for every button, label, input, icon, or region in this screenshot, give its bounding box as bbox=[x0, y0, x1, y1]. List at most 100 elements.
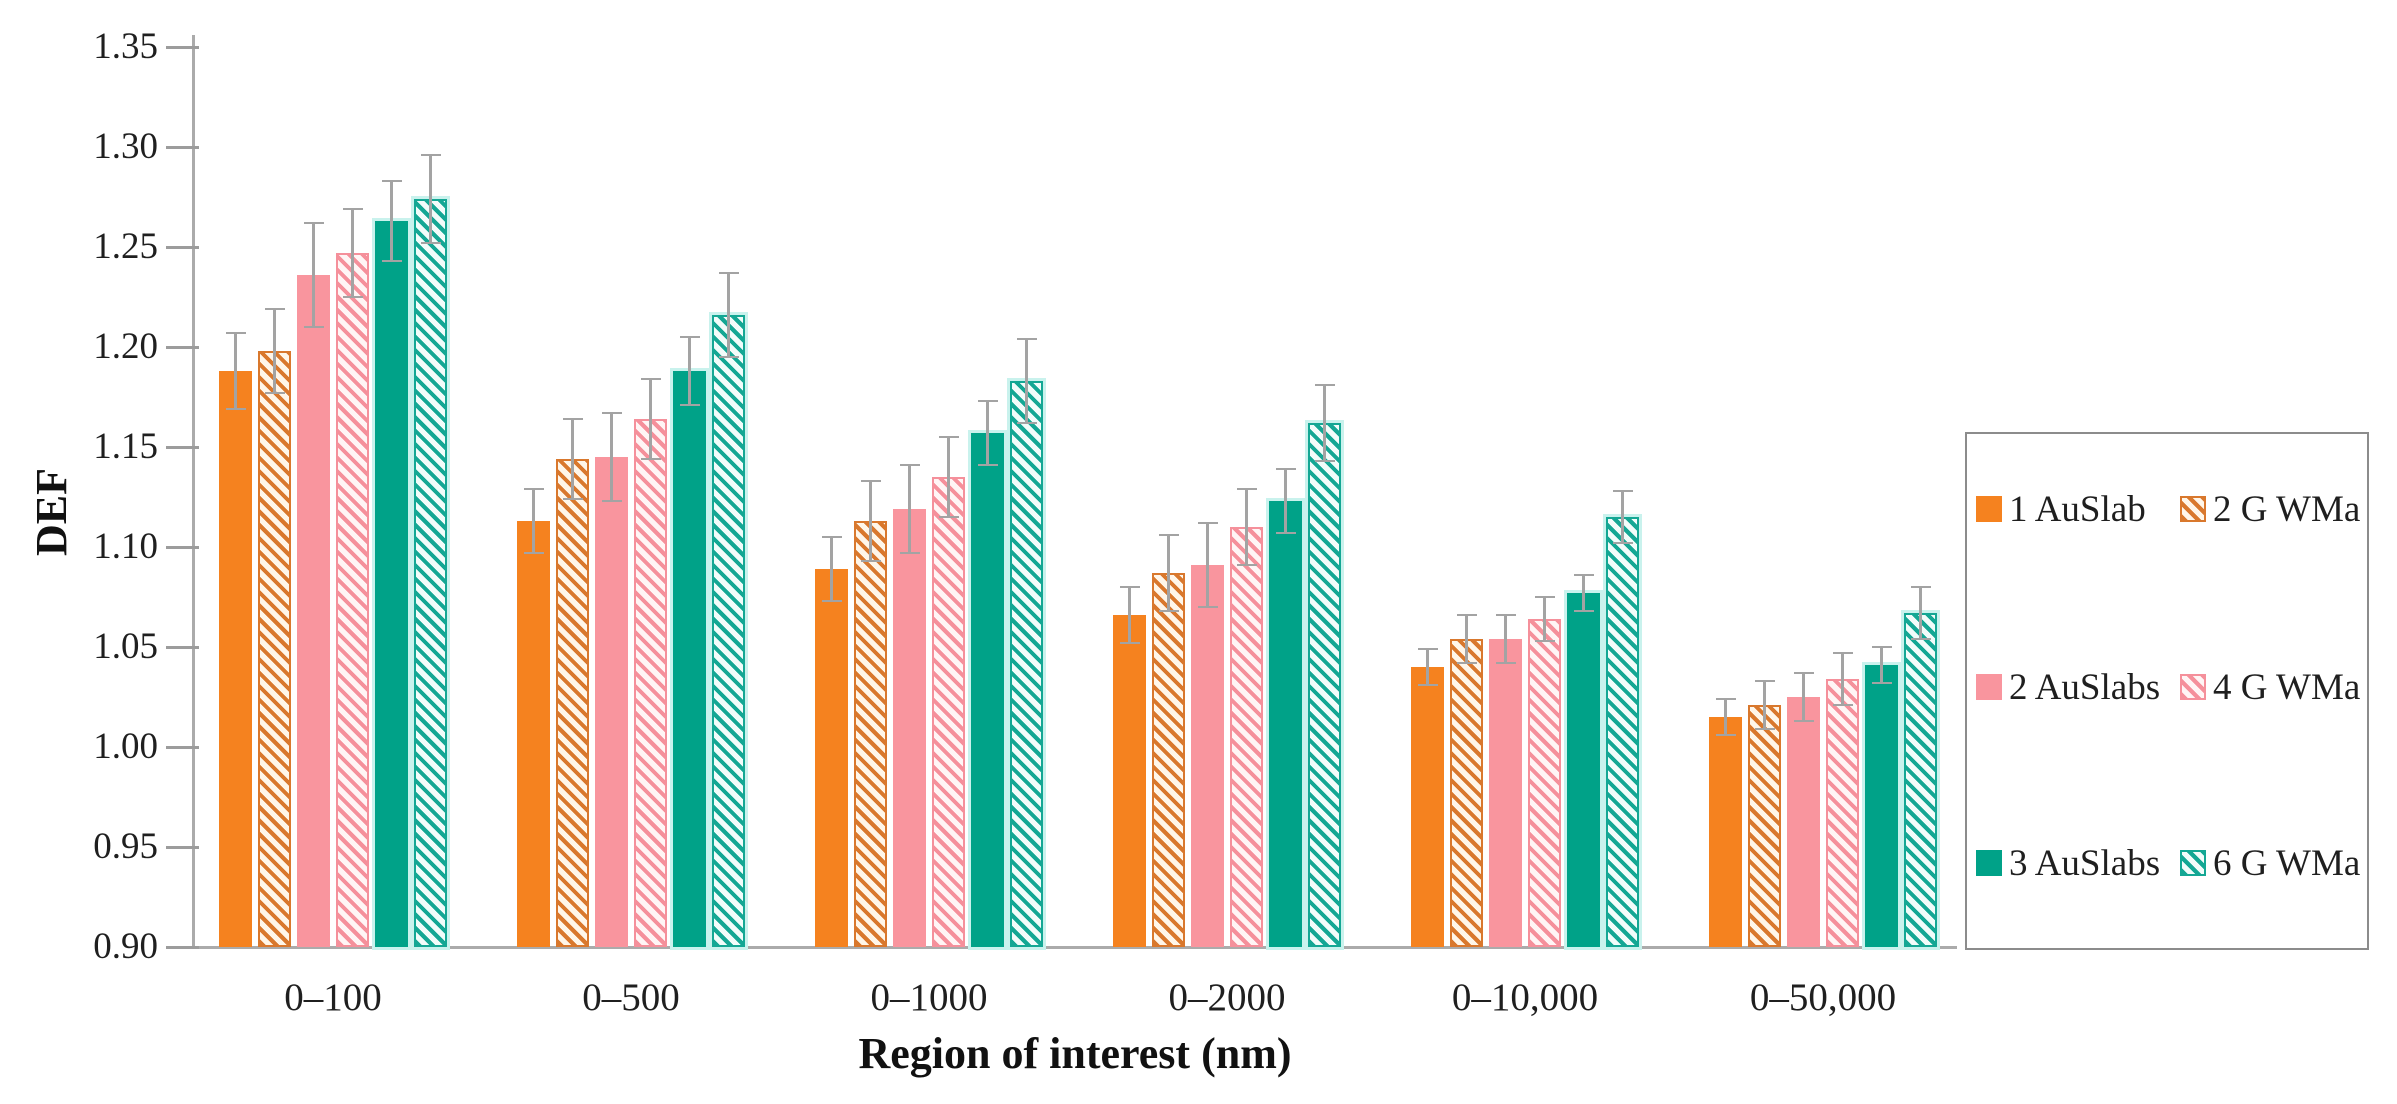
error-bar-line bbox=[869, 481, 872, 561]
bar-3-auslabs bbox=[970, 433, 1005, 947]
bar-6-g-wma bbox=[711, 315, 746, 947]
bar-1-auslab bbox=[516, 521, 551, 947]
x-category-label: 0–50,000 bbox=[1749, 976, 1897, 1019]
error-bar-cap-top bbox=[1573, 573, 1594, 577]
error-bar-cap-top bbox=[342, 207, 363, 211]
y-tick-label: 1.15 bbox=[93, 426, 158, 467]
legend-item: 3 AuSlabs bbox=[1976, 845, 2160, 882]
x-category-label: 0–1000 bbox=[870, 976, 988, 1019]
y-tick-mark bbox=[166, 645, 199, 649]
error-bar-cap-bottom bbox=[1236, 563, 1257, 567]
error-bar-line bbox=[273, 309, 276, 393]
bar-3-auslabs bbox=[672, 371, 707, 947]
error-bar-cap-bottom bbox=[1119, 641, 1140, 645]
error-bar-line bbox=[571, 419, 574, 499]
y-tick-mark bbox=[166, 945, 199, 949]
y-tick-mark bbox=[166, 145, 199, 149]
legend-swatch-hatched bbox=[2180, 674, 2206, 700]
bar-2-auslabs bbox=[1488, 639, 1523, 947]
error-bar-line bbox=[1543, 597, 1546, 641]
error-bar-cap-top bbox=[1016, 337, 1037, 341]
bar-1-auslab bbox=[218, 371, 253, 947]
bar-2-g-wma bbox=[1747, 705, 1782, 947]
error-bar-cap-bottom bbox=[1016, 421, 1037, 425]
error-bar-cap-top bbox=[977, 399, 998, 403]
bar-6-g-wma bbox=[1009, 381, 1044, 947]
bar-1-auslab bbox=[1410, 667, 1445, 947]
bar-6-g-wma bbox=[1903, 613, 1938, 947]
error-bar-line bbox=[312, 223, 315, 327]
legend-item: 6 G WMa bbox=[2180, 842, 2361, 884]
error-bar-cap-top bbox=[1314, 383, 1335, 387]
x-category-label: 0–2000 bbox=[1168, 976, 1286, 1019]
legend-swatch-solid bbox=[1976, 850, 2002, 876]
error-bar-line bbox=[429, 155, 432, 243]
error-bar-line bbox=[649, 379, 652, 459]
bar-3-auslabs bbox=[374, 221, 409, 947]
error-bar-line bbox=[727, 273, 730, 357]
error-bar-cap-bottom bbox=[977, 463, 998, 467]
error-bar-cap-top bbox=[601, 411, 622, 415]
legend-item-label: 1 AuSlab bbox=[2009, 488, 2146, 530]
error-bar-cap-top bbox=[1715, 697, 1736, 701]
bar-1-auslab bbox=[1708, 717, 1743, 947]
error-bar-line bbox=[234, 333, 237, 409]
y-tick-label: 1.30 bbox=[93, 126, 158, 167]
error-bar-cap-top bbox=[1832, 651, 1853, 655]
error-bar-cap-bottom bbox=[1612, 541, 1633, 545]
bar-3-auslabs bbox=[1268, 501, 1303, 947]
error-bar-cap-bottom bbox=[1417, 683, 1438, 687]
error-bar-cap-bottom bbox=[1275, 531, 1296, 535]
bar-3-auslabs bbox=[1566, 593, 1601, 947]
error-bar-line bbox=[351, 209, 354, 297]
error-bar-cap-bottom bbox=[1495, 661, 1516, 665]
error-bar-cap-bottom bbox=[1754, 727, 1775, 731]
legend-item: 2 G WMa bbox=[2180, 491, 2360, 528]
error-bar-cap-top bbox=[1910, 585, 1931, 589]
error-bar-cap-bottom bbox=[381, 259, 402, 263]
y-tick-label: 1.00 bbox=[93, 726, 158, 767]
error-bar-cap-top bbox=[821, 535, 842, 539]
y-tick-label: 1.20 bbox=[93, 326, 158, 367]
error-bar-line bbox=[1426, 649, 1429, 685]
error-bar-line bbox=[1504, 615, 1507, 663]
y-tick-mark bbox=[166, 545, 199, 549]
error-bar-line bbox=[610, 413, 613, 501]
legend-item-label: 6 G WMa bbox=[2213, 842, 2361, 884]
error-bar-cap-bottom bbox=[1573, 609, 1594, 613]
error-bar-cap-top bbox=[1417, 647, 1438, 651]
bar-6-g-wma bbox=[1307, 423, 1342, 947]
bar-4-g-wma bbox=[931, 477, 966, 947]
error-bar-cap-top bbox=[1119, 585, 1140, 589]
error-bar-line bbox=[1919, 587, 1922, 639]
bar-2-g-wma bbox=[853, 521, 888, 947]
legend-item: 1 AuSlab bbox=[1976, 488, 2146, 530]
error-bar-cap-top bbox=[1793, 671, 1814, 675]
legend-box bbox=[1965, 432, 2369, 950]
error-bar-line bbox=[1763, 681, 1766, 729]
y-tick-label: 1.05 bbox=[93, 626, 158, 667]
y-tick-label: 1.25 bbox=[93, 226, 158, 267]
error-bar-line bbox=[1245, 489, 1248, 565]
x-axis-title: Region of interest (nm) bbox=[858, 1029, 1292, 1078]
bar-2-auslabs bbox=[1786, 697, 1821, 947]
bar-2-g-wma bbox=[1151, 573, 1186, 947]
bar-3-auslabs bbox=[1864, 665, 1899, 947]
y-tick-label: 1.35 bbox=[93, 26, 158, 67]
error-bar-line bbox=[908, 465, 911, 553]
y-tick-mark bbox=[166, 245, 199, 249]
error-bar-line bbox=[1025, 339, 1028, 423]
bar-2-g-wma bbox=[257, 351, 292, 947]
error-bar-cap-top bbox=[562, 417, 583, 421]
error-bar-line bbox=[947, 437, 950, 517]
error-bar-cap-bottom bbox=[860, 559, 881, 563]
y-tick-mark bbox=[166, 845, 199, 849]
error-bar-cap-top bbox=[303, 221, 324, 225]
error-bar-cap-bottom bbox=[601, 499, 622, 503]
error-bar-cap-bottom bbox=[1197, 605, 1218, 609]
error-bar-line bbox=[1128, 587, 1131, 643]
error-bar-cap-bottom bbox=[1910, 637, 1931, 641]
error-bar-cap-top bbox=[1534, 595, 1555, 599]
error-bar-cap-bottom bbox=[1715, 733, 1736, 737]
